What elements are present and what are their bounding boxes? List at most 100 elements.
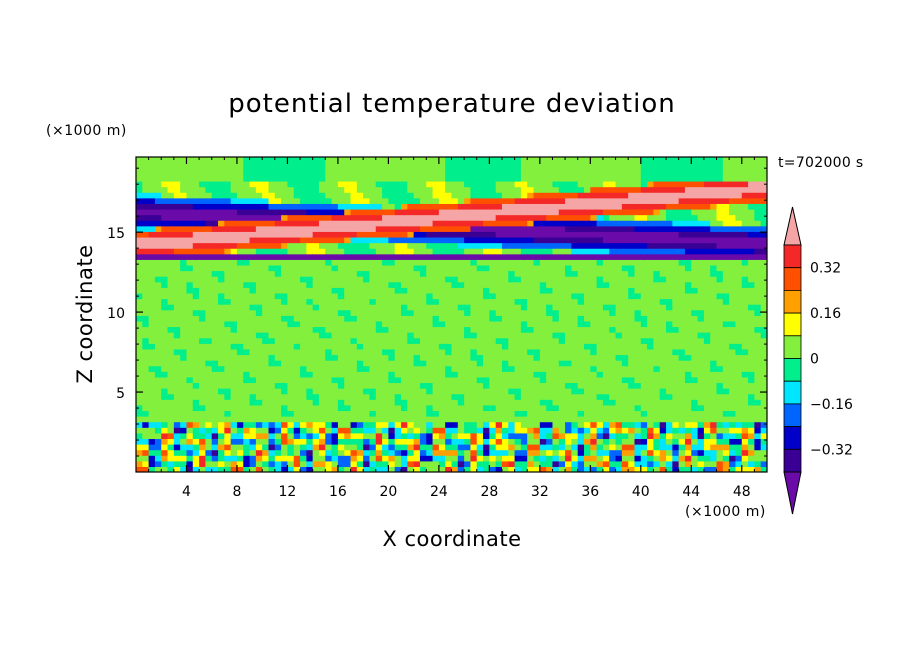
field-cell [678, 460, 686, 468]
field-cell [565, 276, 572, 283]
field-cell [470, 421, 478, 428]
field-cell [527, 157, 535, 160]
field-cell [356, 242, 364, 249]
field-cell [483, 270, 490, 277]
field-cell [293, 444, 301, 451]
field-cell [672, 421, 680, 428]
field-cell [666, 270, 673, 277]
field-cell [161, 157, 169, 160]
field-cell [331, 343, 339, 350]
field-cell [287, 320, 295, 328]
field-cell [148, 298, 156, 305]
field-cell [426, 427, 434, 434]
field-cell [394, 158, 402, 165]
field-cell [224, 315, 232, 322]
field-cell [678, 248, 686, 255]
field-cell [640, 236, 648, 244]
field-cell [199, 242, 207, 249]
field-cell [678, 157, 686, 160]
field-cell [457, 264, 465, 272]
field-cell [666, 276, 673, 283]
field-cell [432, 449, 440, 456]
field-cell [445, 287, 453, 294]
field-cell [136, 427, 143, 434]
field-cell [306, 197, 314, 204]
field-cell [445, 208, 453, 216]
field-cell [350, 371, 358, 378]
field-cell [211, 337, 219, 344]
field-cell [495, 444, 503, 451]
field-cell [432, 180, 440, 188]
field-cell [419, 180, 427, 188]
field-cell [653, 281, 661, 288]
field-cell [520, 343, 528, 350]
field-cell [230, 281, 238, 288]
field-cell [388, 427, 396, 434]
field-cell [438, 371, 446, 378]
field-cell [236, 365, 244, 372]
field-cell [419, 276, 427, 283]
field-cell [167, 197, 175, 204]
field-cell [565, 438, 572, 445]
field-cell [249, 399, 257, 406]
field-cell [621, 348, 629, 356]
field-cell [565, 399, 572, 406]
field-cell [318, 466, 326, 472]
field-cell [394, 320, 402, 328]
field-cell [508, 360, 516, 367]
field-cell [407, 410, 415, 417]
field-cell [262, 343, 270, 350]
field-cell [293, 214, 301, 221]
field-cell [255, 304, 263, 311]
field-cell [552, 444, 560, 451]
field-cell [268, 343, 276, 350]
field-cell [470, 449, 478, 456]
field-cell [363, 259, 371, 266]
field-cell [205, 449, 213, 456]
field-cell [154, 298, 162, 305]
field-cell [236, 180, 244, 188]
field-cell [262, 348, 270, 356]
field-cell [337, 365, 345, 372]
field-cell [218, 466, 225, 472]
field-cell [640, 186, 648, 193]
field-cell [388, 404, 396, 412]
field-cell [262, 416, 270, 423]
field-cell [142, 337, 150, 344]
field-cell [369, 343, 377, 350]
field-cell [451, 264, 459, 272]
field-cell [401, 214, 408, 221]
field-cell [205, 376, 213, 384]
field-cell [205, 399, 213, 406]
field-cell [331, 259, 339, 266]
field-cell [609, 455, 617, 462]
field-cell [262, 180, 270, 188]
field-cell [558, 438, 566, 445]
field-cell [306, 343, 314, 350]
field-cell [337, 169, 345, 176]
field-cell [413, 270, 421, 277]
field-cell [640, 169, 648, 176]
field-cell [407, 225, 415, 232]
field-cell [337, 276, 345, 283]
field-cell [344, 287, 352, 294]
field-cell [274, 236, 282, 244]
field-cell [350, 242, 358, 249]
field-cell [199, 197, 207, 204]
field-cell [388, 360, 396, 367]
field-cell [451, 253, 459, 260]
field-cell [539, 365, 547, 372]
field-cell [268, 197, 276, 204]
field-cell [489, 444, 497, 451]
field-cell [249, 360, 257, 367]
field-cell [312, 376, 320, 384]
field-cell [558, 410, 566, 417]
field-cell [306, 410, 314, 417]
field-cell [577, 393, 585, 400]
field-cell [602, 466, 610, 472]
field-cell [331, 337, 339, 344]
field-cell [539, 320, 547, 328]
field-cell [419, 304, 427, 311]
field-cell [621, 157, 629, 160]
field-cell [199, 365, 207, 372]
